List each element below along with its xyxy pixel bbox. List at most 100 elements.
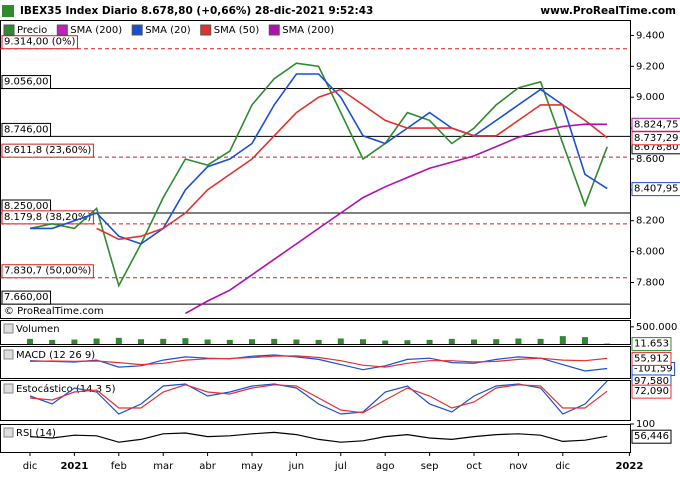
volume-bar (71, 339, 78, 344)
volume-bar (115, 337, 122, 344)
value-label: 8.824,75 (634, 119, 679, 130)
panel-icon (3, 383, 14, 394)
source: www.ProRealTime.com (540, 5, 676, 17)
panel-frame (0, 346, 631, 379)
panel-frame (0, 20, 631, 319)
volume-bar (226, 339, 233, 344)
y-tick-label: 100 (636, 419, 655, 430)
volume-bar (360, 339, 366, 344)
indicator-line (96, 88, 608, 241)
value-label: -101,59 (634, 364, 673, 375)
panel-frame (0, 380, 631, 421)
x-tick-label: oct (466, 461, 482, 472)
legend-swatch (200, 24, 212, 36)
value-label-box (631, 429, 672, 444)
value-label-box (631, 351, 672, 366)
value-label: 56,446 (634, 431, 669, 442)
value-label-box (631, 182, 680, 197)
volume-bar (537, 338, 544, 344)
level-label: 8.179,8 (38,20%) (4, 212, 91, 223)
volume-bar (582, 337, 588, 344)
value-label: 8.737,29 (634, 133, 679, 144)
x-tick-label: may (241, 461, 263, 472)
x-tick-label: jun (288, 461, 304, 472)
level-label-box (1, 75, 52, 90)
panel-title: RSI (14) (16, 428, 56, 439)
volume-bar (293, 339, 300, 344)
volume-bar (160, 338, 167, 344)
y-tick-label: 7.800 (636, 277, 665, 288)
volume-bar (271, 338, 278, 344)
x-tick-label: sep (421, 461, 439, 472)
x-tick-label: mar (153, 461, 174, 472)
volume-bar (249, 339, 255, 344)
x-tick-label: abr (199, 461, 216, 472)
value-label: 8.678,80 (634, 142, 679, 153)
volume-bar (182, 338, 189, 344)
volume-bar (559, 336, 566, 344)
x-tick-label: feb (111, 461, 127, 472)
x-tick-label: nov (509, 461, 527, 472)
y-tick-label: 8.600 (636, 154, 665, 165)
level-label: 8.746,00 (4, 124, 49, 135)
y-tick-label: 9.200 (636, 61, 665, 72)
value-label: 11.653 (634, 339, 669, 350)
volume-bar (448, 338, 455, 344)
y-tick-label: 9.000 (636, 92, 665, 103)
level-label: 8.250,00 (4, 201, 49, 212)
volume-bar (426, 339, 433, 344)
level-label-box (1, 35, 78, 50)
x-tick-label: ago (376, 461, 395, 472)
volume-bar (315, 339, 322, 344)
level-label: 8.611,8 (23,60%) (4, 145, 91, 156)
indicator-line (29, 431, 608, 443)
indicator-line (29, 355, 608, 368)
indicator-line (29, 380, 608, 415)
indicator-line (185, 123, 608, 315)
value-label: 72,090 (634, 386, 669, 397)
volume-bar (493, 339, 500, 344)
level-label-box (1, 290, 52, 305)
legend-label: SMA (50) (214, 25, 260, 36)
panel-icon (3, 427, 14, 438)
volume-bar (27, 338, 33, 344)
legend-label: Precio (17, 25, 47, 36)
legend-swatch (268, 24, 280, 36)
volume-bar (138, 339, 144, 344)
volume-bar (337, 338, 344, 344)
legend-swatch (56, 24, 68, 36)
level-label-box (1, 264, 94, 279)
watermark: © ProRealTime.com (4, 306, 104, 317)
y-tick-label: 8.000 (636, 247, 665, 258)
volume-bar (49, 339, 56, 344)
panel-title: Volumen (16, 324, 60, 335)
legend-swatch (3, 24, 15, 36)
volume-bar (382, 340, 389, 344)
volume-bar (204, 339, 211, 344)
indicator-line (29, 384, 608, 414)
level-label: 9.056,00 (4, 77, 49, 88)
y-tick-label: 500.000 (636, 322, 677, 333)
volume-bar (471, 339, 477, 344)
panel-frame (0, 320, 631, 345)
x-tick-label: 2021 (60, 461, 88, 472)
legend-label: SMA (20) (145, 25, 191, 36)
level-label: 7.830,7 (50,00%) (4, 266, 91, 277)
value-label: 97,580 (634, 376, 669, 387)
price-line (29, 62, 608, 288)
level-label: 9.314,00 (0%) (4, 37, 75, 48)
chart-title: IBEX35 Index Diario 8.678,80 (+0,66%) 28… (20, 5, 373, 17)
volume-bar (404, 340, 411, 344)
value-label-box (631, 117, 680, 132)
x-tick-label: dic (23, 461, 38, 472)
level-label-box (1, 143, 94, 158)
value-label: 8.407,95 (634, 184, 679, 195)
y-tick-label: 8.200 (636, 216, 665, 227)
value-label: 55,912 (634, 353, 669, 364)
value-label-box (631, 384, 672, 399)
x-tick-label: 2022 (615, 461, 643, 472)
panel-frame (0, 424, 631, 453)
level-label-box (1, 122, 52, 137)
level-label-box (1, 210, 94, 225)
